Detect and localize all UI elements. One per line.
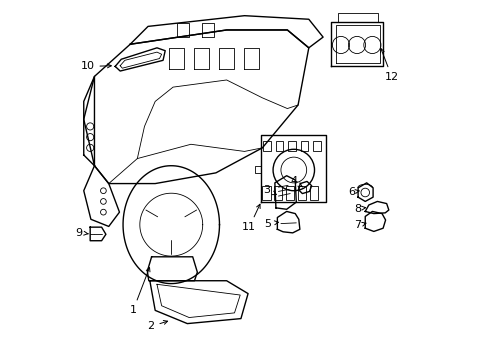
Bar bbox=[313, 141, 320, 151]
Text: 5: 5 bbox=[264, 219, 278, 229]
Bar bbox=[273, 186, 282, 200]
Text: 3: 3 bbox=[263, 185, 276, 195]
Text: 2: 2 bbox=[147, 320, 167, 332]
Bar bbox=[297, 186, 305, 200]
Text: 4: 4 bbox=[290, 176, 302, 187]
Text: 8: 8 bbox=[354, 203, 365, 213]
Text: 11: 11 bbox=[242, 204, 260, 232]
Text: 9: 9 bbox=[75, 228, 88, 238]
Bar bbox=[300, 141, 307, 151]
Bar bbox=[309, 186, 317, 200]
Text: 1: 1 bbox=[129, 267, 150, 315]
Bar bbox=[285, 186, 294, 200]
Bar bbox=[275, 141, 283, 151]
Bar bbox=[262, 186, 270, 200]
Text: 7: 7 bbox=[354, 220, 365, 230]
Bar bbox=[288, 141, 295, 151]
Text: 10: 10 bbox=[81, 62, 111, 71]
Text: 12: 12 bbox=[380, 49, 398, 82]
Text: 6: 6 bbox=[347, 187, 358, 197]
Bar bbox=[263, 141, 270, 151]
